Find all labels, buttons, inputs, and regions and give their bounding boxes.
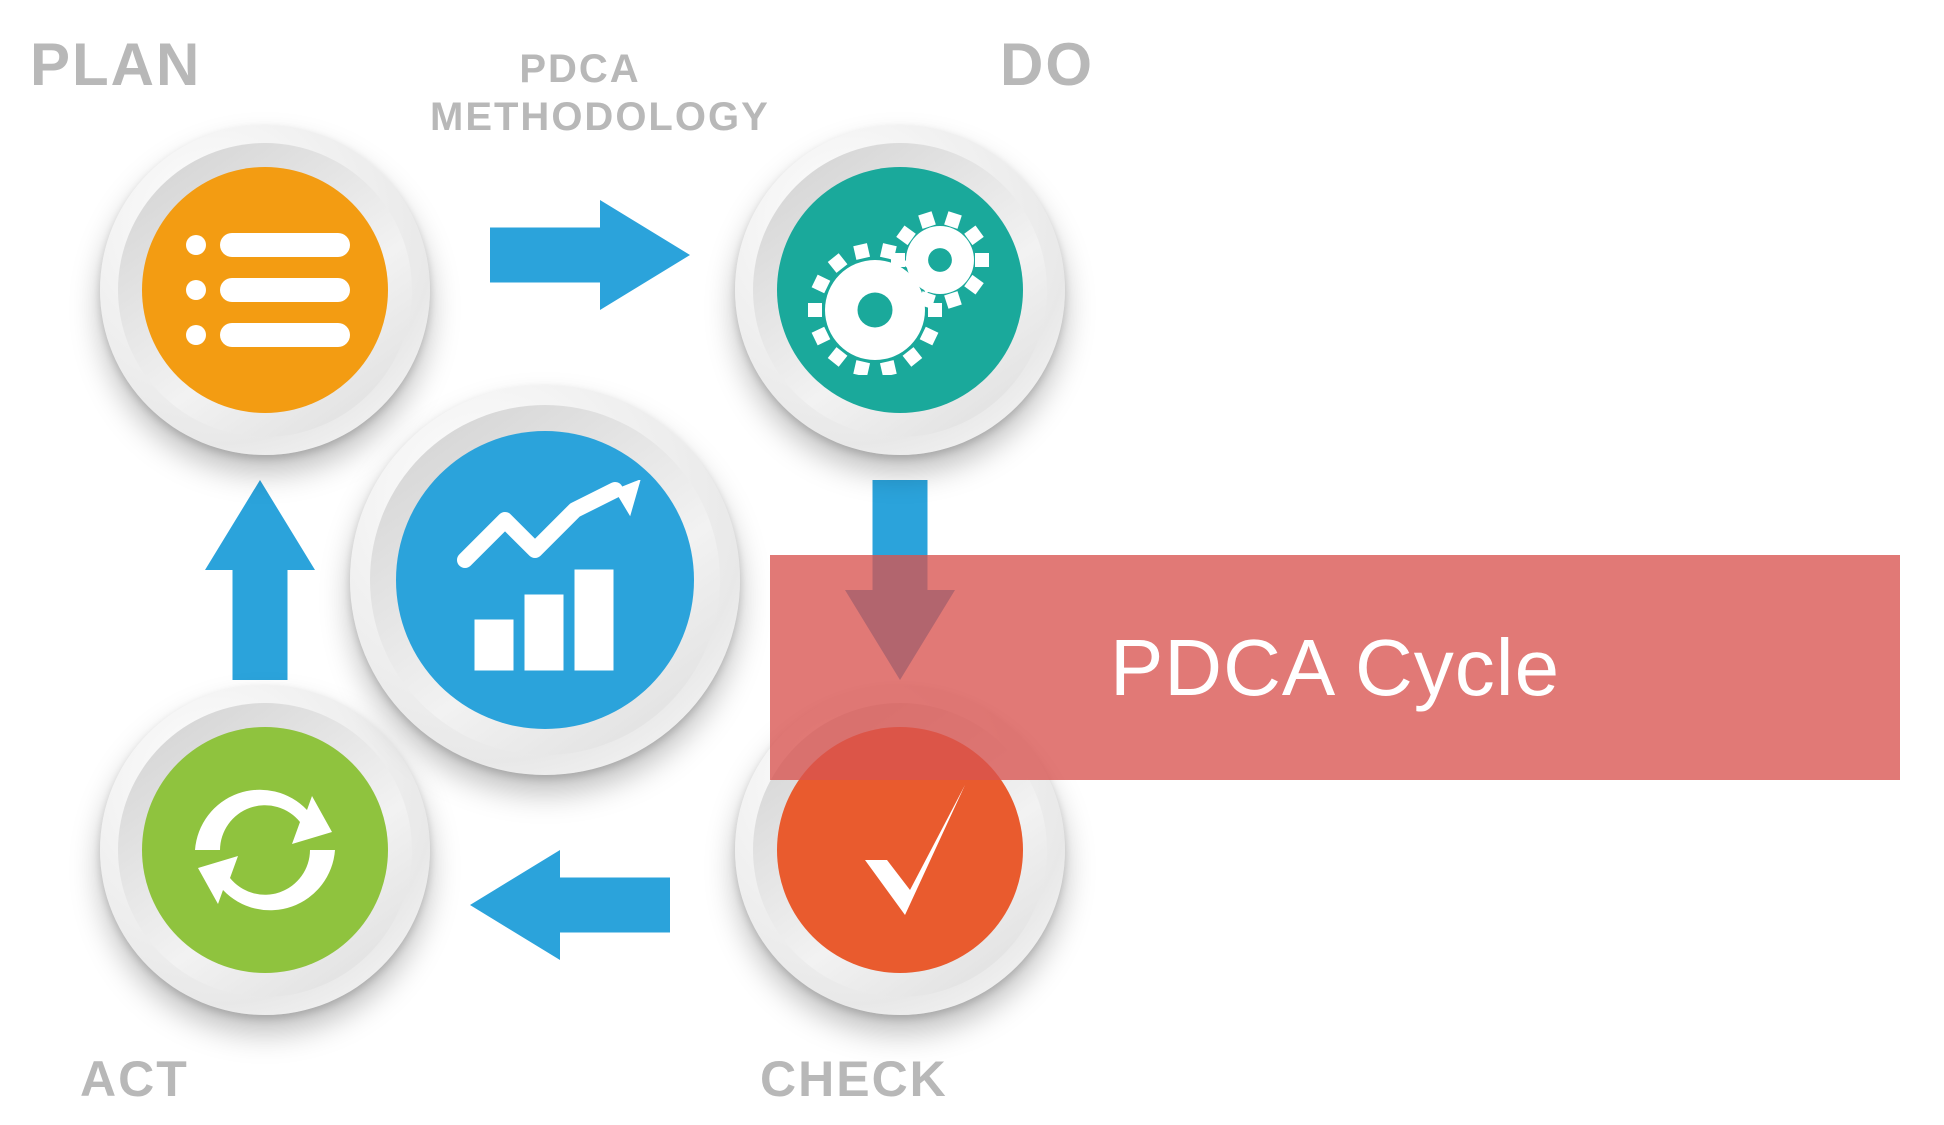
node-act: [100, 685, 430, 1015]
arrow-act-to-plan-icon: [205, 480, 315, 680]
label-plan: PLAN: [30, 30, 201, 99]
label-methodology: PDCA METHODOLOGY: [430, 45, 730, 141]
chart-icon: [396, 431, 694, 729]
methodology-line1: PDCA: [519, 47, 640, 91]
label-do: DO: [1000, 30, 1094, 99]
node-do: [735, 125, 1065, 455]
title-text: PDCA Cycle: [1110, 622, 1560, 714]
refresh-icon: [142, 727, 388, 973]
methodology-line2: METHODOLOGY: [430, 95, 770, 139]
list-icon: [142, 167, 388, 413]
title-banner: PDCA Cycle: [770, 555, 1900, 780]
arrow-check-to-act-icon: [470, 850, 670, 960]
label-check: CHECK: [760, 1050, 948, 1108]
arrow-plan-to-do-icon: [490, 200, 690, 310]
node-center: [350, 385, 740, 775]
pdca-diagram: PLAN DO ACT CHECK PDCA METHODOLOGY: [0, 0, 1944, 1125]
node-plan: [100, 125, 430, 455]
label-act: ACT: [80, 1050, 189, 1108]
gears-icon: [777, 167, 1023, 413]
